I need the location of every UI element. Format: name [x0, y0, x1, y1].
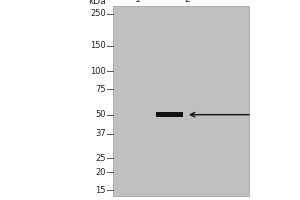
- Bar: [156, 112, 183, 117]
- Text: 15: 15: [95, 186, 106, 195]
- Text: 1: 1: [135, 0, 141, 4]
- Text: 37: 37: [95, 129, 106, 138]
- Text: 100: 100: [90, 67, 106, 76]
- Text: 75: 75: [95, 85, 106, 94]
- Text: 250: 250: [90, 9, 106, 18]
- Text: 2: 2: [185, 0, 190, 4]
- Text: 150: 150: [90, 41, 106, 50]
- Text: 50: 50: [95, 110, 106, 119]
- Text: 20: 20: [95, 168, 106, 177]
- Text: 25: 25: [95, 154, 106, 163]
- Text: kDa: kDa: [88, 0, 106, 6]
- Bar: [112, 6, 249, 196]
